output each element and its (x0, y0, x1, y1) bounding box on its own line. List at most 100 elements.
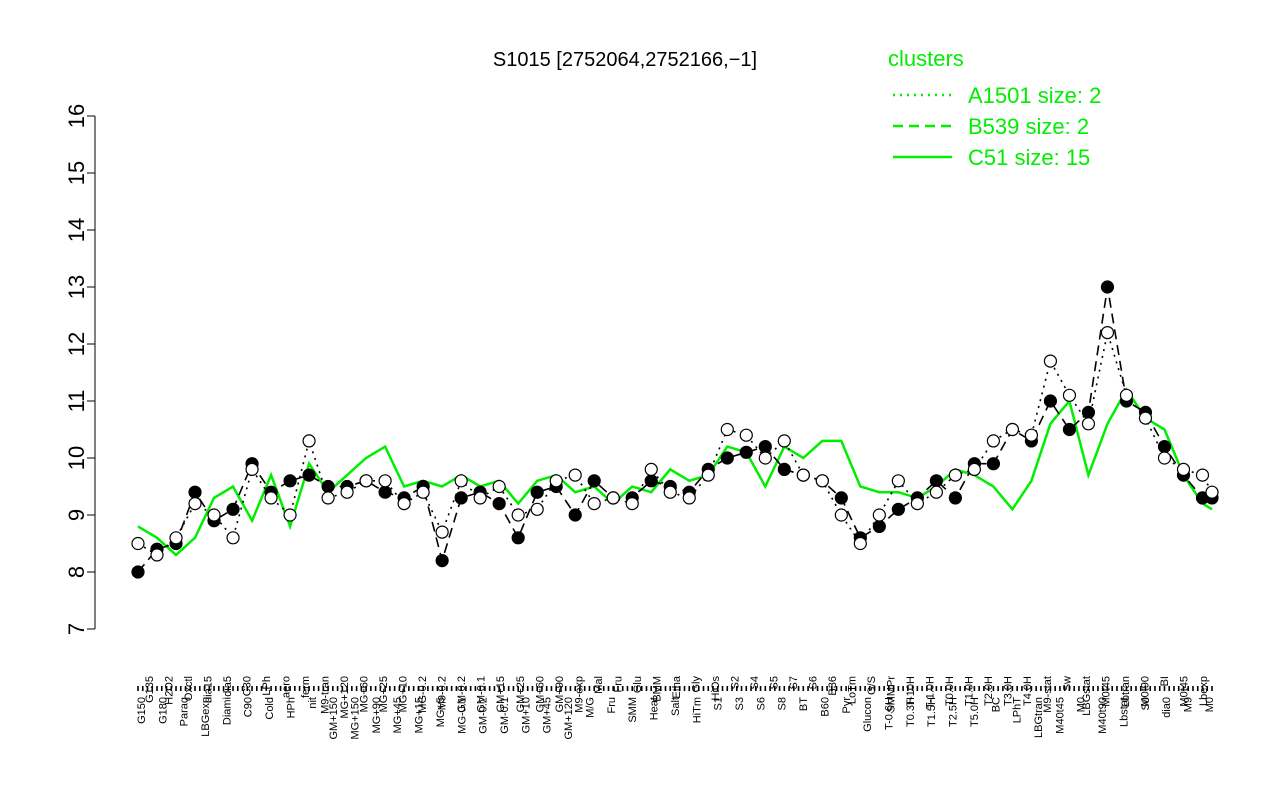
x-tick-label: T0.0H (944, 676, 956, 706)
x-tick-label: GM+10 (520, 697, 532, 733)
data-point (1043, 354, 1058, 368)
y-tick-label: 10 (64, 446, 89, 470)
x-axis: G135 H2O2 Oxctl dia15 dia5 C30 LPh aero ferm M9-t… (136, 675, 1216, 739)
series-line-dashed (137, 286, 1212, 573)
x-tick-label: G/S (866, 676, 878, 695)
x-tick-label: LPhT (1012, 697, 1024, 724)
x-tick-label: GM+15 (495, 676, 507, 712)
x-tick-label: T1.5H (926, 697, 938, 727)
x-tick-label: Paraq (179, 697, 191, 726)
x-tick-label: M40t45 (1054, 697, 1066, 734)
y-tick-label: 7 (64, 623, 89, 635)
data-point (283, 474, 297, 488)
x-tick-label: B36 (827, 676, 839, 696)
data-point (245, 462, 259, 476)
data-point (663, 485, 677, 499)
x-tick-label: Lbstat (1118, 697, 1130, 727)
x-tick-label: GM-0.1 (499, 697, 511, 734)
data-point (568, 468, 582, 482)
data-point (1157, 451, 1172, 465)
data-point (758, 451, 772, 465)
y-tick-label: 13 (64, 275, 89, 299)
x-tick-label: dia0 (1161, 697, 1173, 718)
x-tick-label: Fru (606, 697, 618, 714)
data-point (967, 462, 981, 476)
data-point (150, 548, 164, 562)
data-point (264, 491, 278, 505)
x-tick-label: B60 (819, 697, 831, 717)
x-tick-label: MG+120 (339, 676, 351, 719)
x-tick-label: BC (990, 697, 1002, 712)
data-point (891, 474, 905, 488)
x-tick-label: Sw (1061, 676, 1073, 691)
x-tick-label: G150 (136, 697, 148, 724)
x-tick-label: M/G (584, 697, 596, 718)
data-point (701, 468, 715, 482)
x-tick-label: LBGtran (1033, 697, 1045, 738)
x-tick-label: BMM (651, 676, 663, 702)
data-point (872, 519, 886, 534)
data-point (1062, 388, 1077, 402)
data-point (1195, 468, 1210, 482)
legend: clusters A1501 size: 2 B539 size: 2 C51 si… (888, 46, 1101, 170)
data-point (454, 474, 468, 488)
x-tick-label: Glucon (862, 697, 874, 732)
data-point (739, 428, 753, 442)
x-tick-label: T2.5H (948, 697, 960, 727)
data-point (1081, 405, 1096, 419)
data-point (682, 491, 696, 505)
x-tick-label: S4 (749, 676, 761, 689)
data-point (986, 457, 1000, 471)
data-point (302, 434, 316, 448)
x-tick-label: Heat (649, 697, 661, 720)
data-point (1062, 422, 1077, 437)
data-point (777, 462, 791, 476)
y-tick-label: 11 (64, 390, 89, 413)
x-tick-label: M9-stat (1042, 676, 1054, 713)
data-point (948, 491, 962, 505)
x-tick-label: MG-0.2 (417, 676, 429, 713)
y-tick-label: 16 (64, 104, 89, 128)
x-tick-label: MG+15 (414, 697, 426, 733)
data-point (1176, 462, 1191, 476)
x-tick-label: S8 (777, 697, 789, 710)
x-tick-label: HiOs (710, 676, 722, 701)
y-tick-label: 12 (64, 332, 89, 356)
data-point (948, 468, 962, 482)
data-point (435, 525, 449, 539)
data-point (910, 497, 924, 511)
x-tick-label: GM+120 (563, 697, 575, 740)
x-tick-label: MG+150 (350, 697, 362, 740)
data-point (169, 531, 183, 545)
x-tick-label: LBGexp (200, 697, 212, 737)
x-tick-label: S5 (768, 676, 780, 689)
x-tick-label: M9-tran (320, 676, 332, 714)
x-tick-label: GM-0.2 (456, 676, 468, 713)
data-point (796, 468, 810, 482)
x-tick-label: GM+150 (328, 697, 340, 740)
data-point (777, 434, 791, 448)
data-point (644, 474, 658, 488)
x-tick-label: LPh (261, 676, 273, 696)
x-tick-label: M0 (1076, 697, 1088, 712)
data-point (530, 485, 544, 499)
x-tick-label: GM-0.2 (478, 697, 490, 734)
legend-label: B539 size: 2 (968, 114, 1089, 139)
data-point (530, 502, 544, 516)
x-tick-label: MG+45 (392, 697, 404, 733)
data-point (568, 508, 582, 522)
data-point (1043, 394, 1058, 408)
x-tick-label: HPh (285, 697, 297, 718)
y-axis: 7 8 9 10 11 12 13 14 15 16 (64, 104, 96, 635)
data-point (758, 440, 772, 454)
data-point (454, 491, 468, 505)
x-tick-label: LoTm (847, 676, 859, 704)
legend-label: A1501 size: 2 (968, 83, 1101, 108)
x-tick-label: T0.3H (905, 697, 917, 727)
data-point (207, 508, 221, 522)
x-tick-label: T5.0H (969, 697, 981, 727)
data-point (587, 474, 601, 488)
data-point (929, 485, 943, 499)
